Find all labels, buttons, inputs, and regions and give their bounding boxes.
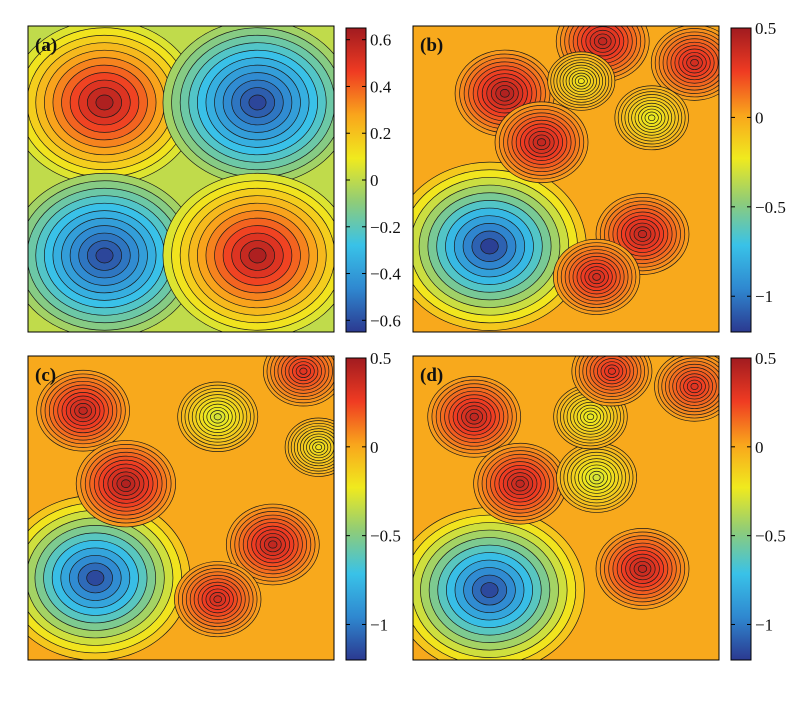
contour-level: [690, 382, 699, 390]
contour-feature: [473, 442, 567, 525]
contour-level: [248, 94, 267, 111]
contour-level: [480, 582, 499, 598]
panel-4: (d) 0.5 0 −0.5 −1: [412, 349, 786, 661]
colorbar-tick-label: 0: [370, 171, 379, 190]
colorbar-scale: [730, 357, 752, 661]
contour-feature: [75, 440, 177, 528]
contour-feature: [595, 193, 690, 275]
colorbar-tick-label: −0.4: [370, 265, 401, 284]
contour-feature: [162, 172, 334, 332]
contour-level: [647, 114, 656, 122]
contour-feature: [413, 507, 585, 660]
colorbar-tick-label: −0.5: [755, 198, 786, 217]
colorbar: 0.5 0 −0.5 −1: [345, 349, 401, 661]
contour-feature: [427, 376, 522, 458]
contour-feature: [225, 503, 320, 586]
contour-level: [78, 406, 88, 415]
contour-feature: [571, 356, 653, 407]
contour-level: [469, 412, 479, 421]
colorbar-tick-label: 0.5: [755, 19, 776, 38]
contour-level: [536, 138, 547, 147]
contour-level: [213, 413, 222, 421]
contour-level: [607, 367, 616, 375]
contour-level: [299, 367, 308, 375]
panel-label: (c): [35, 365, 56, 386]
contour-feature: [28, 495, 191, 660]
colorbar-tick-label: −1: [370, 615, 388, 634]
panel-2: (b) 0.5 0 −0.5 −1: [412, 19, 786, 333]
contour-feature: [36, 369, 130, 452]
contour-feature: [547, 51, 616, 111]
colorbar-tick-label: −0.5: [370, 527, 401, 546]
contour-level: [577, 78, 585, 85]
colorbar-tick-label: 0: [370, 438, 379, 457]
colorbar-tick-label: 0.4: [370, 77, 392, 96]
contour-level: [637, 564, 648, 573]
colorbar-tick-label: 0.6: [370, 31, 391, 50]
contour-feature: [284, 417, 334, 477]
colorbar-tick-label: 0: [755, 438, 764, 457]
colorbar-tick-label: 0.5: [755, 349, 776, 368]
colorbar-tick-label: −1: [755, 287, 773, 306]
colorbar-tick-label: −0.5: [755, 527, 786, 546]
contour-level: [315, 444, 323, 451]
contour-level: [248, 247, 267, 264]
contour-level: [592, 474, 601, 482]
colorbar-tick-label: 0: [755, 108, 764, 127]
contour-feature: [174, 561, 262, 638]
colorbar-tick-label: 0.2: [370, 124, 391, 143]
colorbar-scale: [345, 357, 367, 661]
contour-feature: [263, 356, 334, 407]
colorbar: 0.5 0 −0.5 −1: [730, 19, 786, 333]
contour-level: [268, 540, 278, 549]
contour-feature: [595, 528, 690, 610]
colorbar-tick-label: 0.5: [370, 349, 391, 368]
panel-1: (a) 0.6 0.4 0.2 0 −0.2 −0.4 −0.6: [27, 25, 401, 333]
colorbar-tick-label: −0.6: [370, 311, 401, 330]
contour-feature: [614, 85, 689, 151]
contour-feature: [28, 26, 200, 186]
plot-frame: [27, 355, 335, 661]
contour-feature: [556, 442, 638, 513]
contour-feature: [177, 381, 259, 452]
contour-feature: [650, 26, 719, 101]
contour-feature: [494, 101, 589, 184]
plot-frame: [412, 25, 720, 333]
panel-label: (b): [420, 35, 443, 56]
contour-level: [480, 238, 499, 255]
contour-level: [586, 413, 595, 421]
contour-level: [95, 94, 114, 111]
contour-level: [690, 58, 699, 67]
contour-level: [86, 570, 105, 586]
colorbar: 0.6 0.4 0.2 0 −0.2 −0.4 −0.6: [345, 27, 401, 333]
contour-level: [515, 479, 525, 488]
contour-level: [121, 479, 131, 488]
colorbar-tick-label: −1: [755, 615, 773, 634]
contour-feature: [552, 238, 641, 315]
colorbar-scale: [730, 27, 752, 333]
colorbar-tick-label: −0.2: [370, 218, 401, 237]
contour-level: [592, 273, 601, 281]
contour-level: [637, 230, 648, 239]
plot-frame: [27, 25, 335, 333]
contour-feature: [413, 161, 587, 331]
colorbar: 0.5 0 −0.5 −1: [730, 349, 786, 661]
panel-3: (c) 0.5 0 −0.5 −1: [27, 349, 401, 661]
panel-label: (a): [35, 35, 57, 56]
contour-feature: [553, 384, 628, 450]
contour-level: [499, 89, 510, 98]
contour-level: [95, 247, 114, 264]
plot-frame: [412, 355, 720, 661]
contour-feature: [654, 356, 719, 422]
panel-label: (d): [420, 365, 443, 386]
contour-level: [598, 37, 608, 46]
contour-level: [213, 595, 223, 603]
contour-feature: [162, 26, 334, 186]
contour-feature: [28, 172, 200, 332]
